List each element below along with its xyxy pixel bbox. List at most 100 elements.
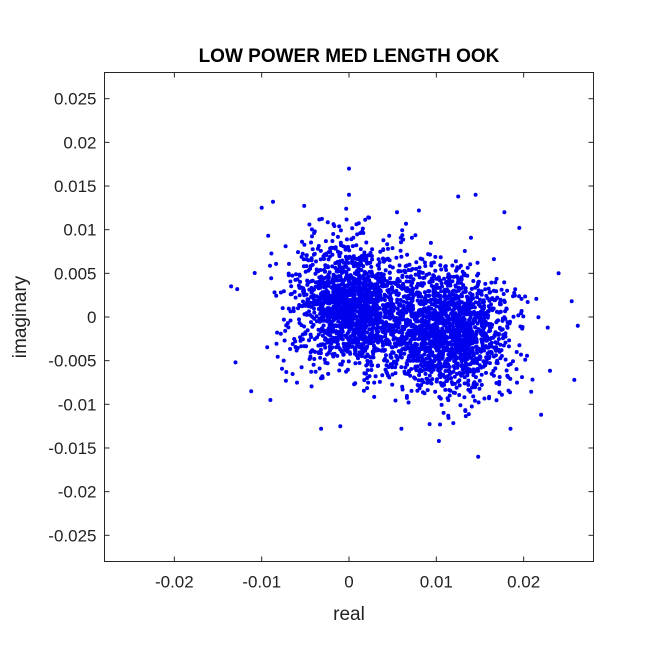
scatter-point — [417, 346, 422, 351]
scatter-point — [350, 261, 355, 266]
scatter-point — [458, 352, 463, 357]
scatter-point — [322, 357, 327, 362]
scatter-point — [520, 375, 524, 380]
scatter-point — [402, 340, 407, 345]
scatter-point — [390, 345, 395, 350]
scatter-point — [503, 357, 508, 362]
scatter-point — [465, 342, 470, 347]
scatter-point — [422, 306, 427, 311]
scatter-point — [354, 262, 359, 267]
scatter-point — [379, 339, 384, 344]
scatter-point — [344, 320, 348, 325]
scatter-point — [361, 283, 366, 287]
scatter-point — [298, 279, 303, 284]
scatter-point — [378, 293, 383, 298]
scatter-point — [369, 318, 374, 323]
scatter-point — [300, 239, 304, 244]
scatter-point — [318, 355, 323, 360]
scatter-point — [346, 256, 351, 260]
scatter-point — [388, 304, 393, 309]
scatter-point — [310, 314, 315, 319]
scatter-point — [499, 354, 504, 358]
scatter-point — [321, 290, 326, 295]
scatter-point — [330, 297, 335, 302]
scatter-point — [312, 306, 316, 311]
scatter-point — [427, 293, 432, 298]
scatter-point — [477, 386, 482, 391]
scatter-point — [347, 192, 351, 197]
scatter-point — [450, 302, 455, 307]
scatter-point — [400, 228, 405, 233]
scatter-point — [458, 263, 463, 268]
scatter-point — [310, 324, 315, 329]
scatter-point — [416, 208, 421, 213]
scatter-point — [324, 253, 329, 258]
scatter-point — [360, 226, 365, 231]
scatter-point — [498, 302, 503, 307]
scatter-point — [323, 239, 328, 244]
scatter-point — [404, 300, 409, 305]
scatter-point — [452, 338, 457, 343]
scatter-point — [498, 297, 503, 302]
scatter-point — [454, 385, 459, 390]
scatter-point — [386, 295, 391, 300]
scatter-point — [315, 335, 319, 340]
scatter-point — [474, 313, 479, 318]
scatter-point — [487, 328, 492, 333]
scatter-point — [478, 309, 483, 314]
scatter-point — [382, 325, 387, 330]
scatter-point — [288, 318, 293, 323]
scatter-point — [483, 359, 488, 364]
scatter-point — [400, 387, 405, 392]
y-tick-label: 0.015 — [54, 177, 97, 196]
scatter-point — [387, 375, 392, 380]
x-axis-label: real — [333, 604, 365, 625]
scatter-point — [322, 269, 327, 274]
scatter-point — [281, 358, 286, 363]
scatter-point — [259, 205, 264, 210]
scatter-point — [411, 344, 416, 348]
scatter-point — [426, 299, 431, 304]
scatter-point — [272, 290, 277, 295]
scatter-point — [435, 321, 440, 326]
scatter-point — [471, 369, 476, 374]
scatter-point — [438, 380, 443, 385]
scatter-point — [416, 330, 421, 335]
scatter-point — [477, 297, 482, 302]
scatter-point — [479, 382, 484, 387]
scatter-point — [380, 303, 385, 308]
scatter-point — [363, 271, 368, 276]
scatter-point — [312, 251, 317, 256]
scatter-point — [508, 319, 512, 324]
scatter-point — [326, 371, 331, 376]
scatter-point — [325, 352, 329, 357]
scatter-point — [352, 276, 357, 281]
scatter-point — [294, 272, 298, 277]
scatter-point — [457, 370, 462, 375]
scatter-point — [407, 353, 412, 358]
scatter-point — [309, 258, 314, 263]
scatter-point — [304, 253, 309, 258]
scatter-point — [387, 290, 392, 295]
scatter-point — [354, 314, 359, 319]
scatter-point — [281, 317, 286, 322]
x-tick-label: 0 — [344, 573, 353, 592]
scatter-point — [470, 310, 474, 315]
scatter-point — [320, 308, 325, 313]
scatter-point — [391, 280, 396, 285]
scatter-point — [448, 352, 453, 356]
scatter-point — [498, 326, 503, 331]
scatter-point — [473, 356, 478, 361]
scatter-point — [504, 368, 509, 373]
scatter-point — [472, 305, 477, 310]
scatter-point — [360, 255, 365, 260]
scatter-point — [497, 382, 502, 387]
scatter-point — [442, 304, 447, 309]
scatter-point — [447, 357, 452, 362]
scatter-point — [346, 337, 351, 342]
scatter-point — [452, 374, 457, 379]
scatter-point — [410, 314, 414, 319]
scatter-point — [417, 265, 422, 270]
scatter-point — [432, 359, 437, 363]
scatter-point — [362, 378, 367, 383]
